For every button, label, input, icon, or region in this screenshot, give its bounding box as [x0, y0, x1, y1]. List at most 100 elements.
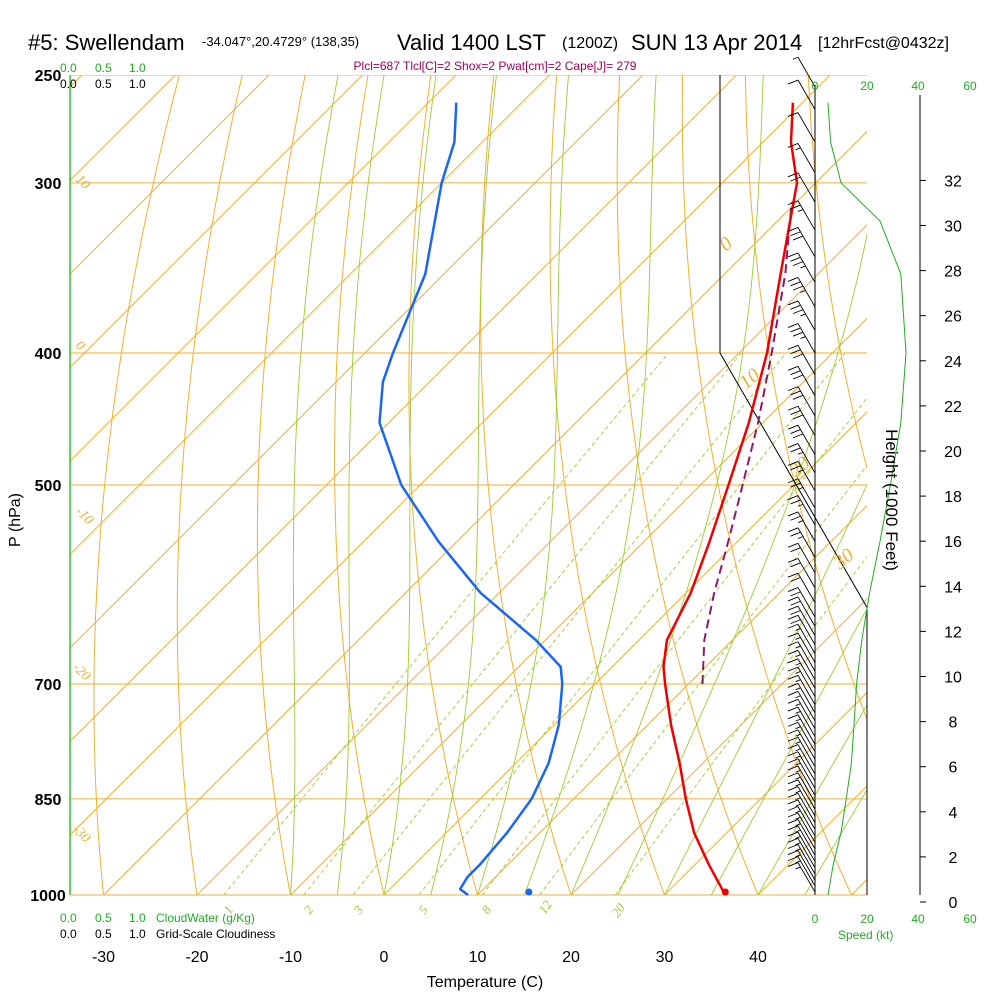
x-axis-title: Temperature (C): [427, 974, 543, 991]
wind-barb-half-flag: [795, 836, 801, 839]
cloud-black-bottom-1: 0.5: [95, 927, 112, 941]
wind-barb-half-flag: [795, 654, 801, 658]
wind-barb-flag: [787, 511, 799, 517]
wind-barb-staff: [797, 200, 816, 231]
wind-barb-flag: [787, 779, 799, 785]
wind-barb-flag: [792, 394, 804, 400]
moist-adiabat: [336, 75, 385, 895]
wind-barb: [787, 558, 816, 589]
wind-barb-staff: [797, 79, 816, 110]
isotherm-line: [70, 75, 363, 369]
wind-barb-flag: [790, 547, 801, 553]
wind-barb: [787, 714, 816, 745]
wind-barb-half-flag: [795, 628, 801, 631]
wind-barb-staff: [797, 825, 816, 856]
pressure-tick-label: 1000: [30, 888, 66, 905]
wind-barb: [787, 623, 816, 654]
wind-barb-half-flag: [797, 520, 804, 524]
wind-barb-half-flag: [795, 769, 801, 773]
isotherm-line: [70, 75, 831, 836]
isotherm-line: [290, 317, 867, 895]
wind-barb: [787, 831, 816, 862]
wind-barb-half-flag: [795, 810, 801, 814]
wind-barb-flag: [790, 204, 801, 210]
wind-barb: [787, 812, 816, 843]
pressure-tick-label: 300: [35, 176, 62, 193]
wind-barb-half-flag: [797, 486, 804, 490]
wind-barb-flag: [787, 698, 799, 704]
moist-adiabat: [290, 75, 339, 895]
wind-barb: [787, 819, 816, 850]
height-tick-label: 32: [944, 173, 962, 190]
wind-barb-staff: [797, 323, 816, 354]
wind-barb-flag: [787, 112, 799, 118]
mixing-ratio-label: 5: [415, 902, 431, 916]
isotherm-line: [664, 691, 867, 895]
pressure-tick-label: 250: [35, 68, 62, 85]
wind-barb: [787, 844, 816, 875]
wind-barb-flag: [787, 623, 799, 629]
mixing-ratio-label: 12: [535, 897, 555, 917]
wind-barb-half-flag: [795, 823, 801, 827]
wind-barb: [787, 641, 816, 672]
wind-barb-half-flag: [795, 842, 801, 846]
wind-barb-staff: [797, 252, 816, 283]
wind-barb-half-flag: [795, 854, 801, 858]
cloud-scale-bottom: 0.0 0.5 1.0 CloudWater (g/Kg) 0.0 0.5 1.…: [60, 911, 275, 941]
wind-barb-flag: [787, 495, 799, 500]
wind-barb-flag: [792, 414, 804, 420]
wind-barb-half-flag: [795, 718, 801, 722]
wind-barb-flag: [787, 227, 799, 232]
wind-barb: [787, 632, 816, 663]
wind-barb-flag: [787, 405, 799, 411]
wind-barb: [787, 666, 816, 697]
wind-barb-flag: [787, 478, 799, 484]
wind-barb: [787, 323, 816, 354]
height-tick-label: 26: [944, 309, 962, 326]
wind-barb-flag: [792, 235, 804, 241]
wind-barb-staff: [797, 641, 816, 672]
wind-barb: [787, 344, 816, 376]
wind-barb-staff: [797, 277, 816, 308]
wind-barb-flag: [787, 641, 799, 647]
wind-barb-flag: [787, 527, 799, 533]
wind-barb-flag: [787, 837, 799, 843]
wind-barb-staff: [797, 495, 816, 526]
wind-barb-half-flag: [795, 816, 801, 820]
wind-barb: [787, 729, 816, 760]
wind-barb-flag: [787, 365, 799, 371]
speed-label: Speed (kt): [838, 928, 893, 942]
isotherm-line: [383, 411, 867, 895]
wind-barb-half-flag: [795, 741, 801, 744]
speed-bottom-0: 0: [812, 912, 819, 926]
wind-barb-staff: [797, 799, 816, 830]
height-tick-label: 30: [944, 219, 962, 236]
temperature-tick-label: -30: [92, 949, 115, 966]
wind-barb-half-flag: [797, 451, 804, 455]
wind-barb-flag: [787, 706, 799, 712]
wind-barb-flag: [790, 390, 801, 396]
wind-barb-half-flag: [795, 645, 801, 649]
wind-barb-half-flag: [795, 762, 801, 766]
wind-barb-flag: [787, 79, 799, 85]
wind-barb: [787, 495, 816, 526]
wind-barb-staff: [797, 772, 816, 803]
dry-adiabat: [934, 75, 1000, 895]
dry-adiabat: [681, 75, 852, 895]
wind-barb-flag: [787, 812, 799, 818]
wind-panel: [787, 56, 907, 896]
wind-barb-flag: [790, 410, 801, 415]
moist-adiabat: [617, 232, 867, 895]
cloud-green-top-1: 0.5: [95, 61, 112, 75]
mixing-ratio-label: 3: [350, 902, 367, 917]
wind-barb-half-flag: [795, 860, 801, 864]
background-grid: [70, 75, 1000, 895]
dry-adiabat-label: 20: [785, 452, 814, 482]
wind-barb: [787, 572, 816, 603]
wind-barb-staff: [797, 779, 816, 810]
wind-speed-curve: [827, 102, 907, 896]
mixing-ratio-label: 2: [300, 902, 316, 916]
wind-barb-half-flag: [795, 748, 801, 752]
